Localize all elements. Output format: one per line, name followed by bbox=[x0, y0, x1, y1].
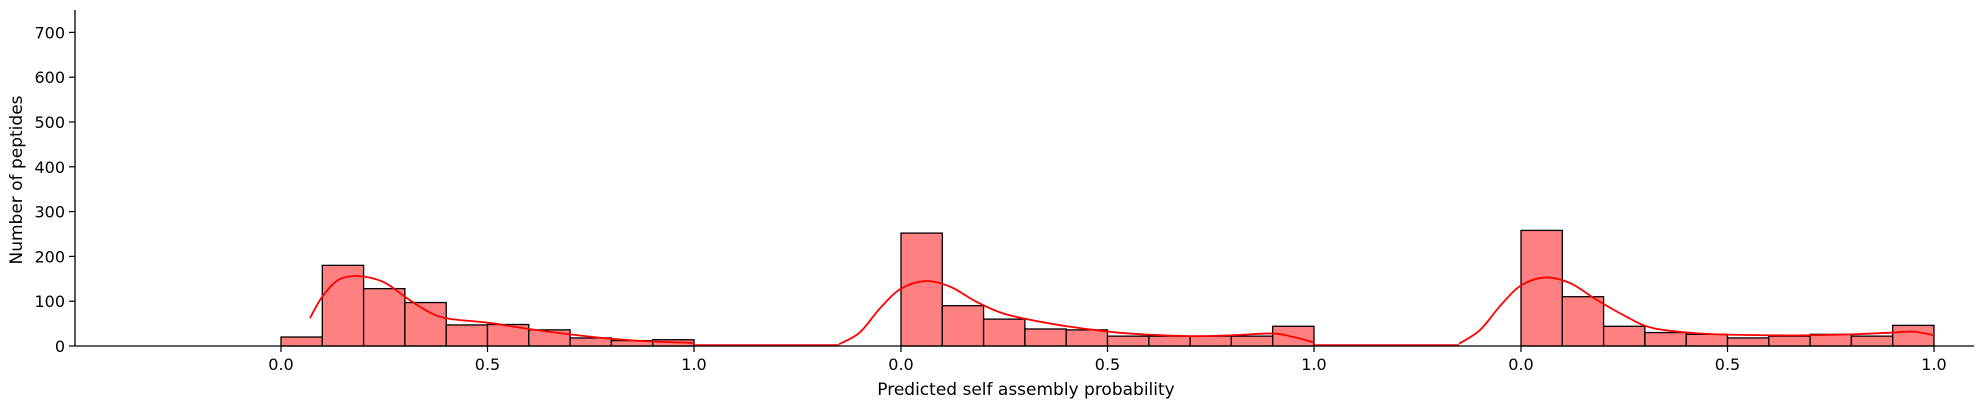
y-tick-label: 0 bbox=[55, 337, 65, 356]
x-tick-label: 0.5 bbox=[475, 355, 500, 374]
histogram-bars bbox=[280, 229, 1935, 347]
histogram-bar bbox=[1726, 337, 1770, 347]
histogram-bar bbox=[1024, 328, 1067, 347]
y-tick-label: 600 bbox=[34, 68, 65, 87]
x-tick-label: 1.0 bbox=[1301, 355, 1326, 374]
y-tick-label: 100 bbox=[34, 292, 65, 311]
histogram-bar bbox=[1189, 335, 1233, 347]
x-tick-label: 0.0 bbox=[888, 355, 913, 374]
histogram-bar bbox=[1065, 329, 1109, 347]
kde-curve bbox=[1458, 276, 1935, 345]
histogram-bar bbox=[1809, 333, 1853, 347]
histogram-bar bbox=[1768, 335, 1811, 347]
histogram-bar bbox=[900, 232, 943, 347]
x-axis-label: Predicted self assembly probability bbox=[877, 380, 1174, 400]
y-tick-label: 200 bbox=[34, 247, 65, 266]
x-tick-label: 0.5 bbox=[1095, 355, 1120, 374]
histogram-bar bbox=[1892, 324, 1935, 347]
histogram-bar bbox=[941, 305, 985, 347]
y-axis-label: Number of peptides bbox=[7, 95, 27, 264]
histogram-bar bbox=[1602, 325, 1646, 347]
x-tick-label: 0.5 bbox=[1715, 355, 1740, 374]
x-tick-label: 0.0 bbox=[1508, 355, 1533, 374]
histogram-bar bbox=[982, 318, 1026, 347]
histogram-bar bbox=[362, 288, 406, 347]
kde-curve bbox=[309, 275, 695, 344]
y-tick-label: 300 bbox=[34, 203, 65, 222]
histogram-bar bbox=[445, 324, 489, 347]
histogram-bar bbox=[1561, 296, 1605, 347]
x-ticks: 0.0 0.5 1.0 0.0 0.5 1.0 0.0 0.5 1.0 bbox=[268, 346, 1947, 374]
histogram-bar bbox=[1850, 335, 1894, 347]
y-ticks: 0 100 200 300 400 500 600 700 bbox=[34, 23, 75, 356]
histogram-bar bbox=[1148, 335, 1191, 347]
histogram-bar bbox=[1644, 331, 1687, 347]
x-tick-label: 1.0 bbox=[681, 355, 706, 374]
histogram-bar bbox=[404, 301, 447, 347]
y-tick-label: 500 bbox=[34, 113, 65, 132]
y-tick-label: 400 bbox=[34, 158, 65, 177]
kde-curve bbox=[838, 280, 1315, 346]
histogram-bar bbox=[1230, 335, 1274, 347]
x-tick-label: 1.0 bbox=[1921, 355, 1946, 374]
histogram-bar bbox=[1685, 333, 1729, 347]
kde-curves bbox=[309, 275, 1935, 346]
axes bbox=[74, 10, 1974, 347]
histogram-bar bbox=[280, 336, 323, 347]
histogram-bar bbox=[1520, 229, 1563, 347]
y-tick-label: 700 bbox=[34, 23, 65, 42]
histogram-bar bbox=[1106, 335, 1150, 347]
x-tick-label: 0.0 bbox=[268, 355, 293, 374]
